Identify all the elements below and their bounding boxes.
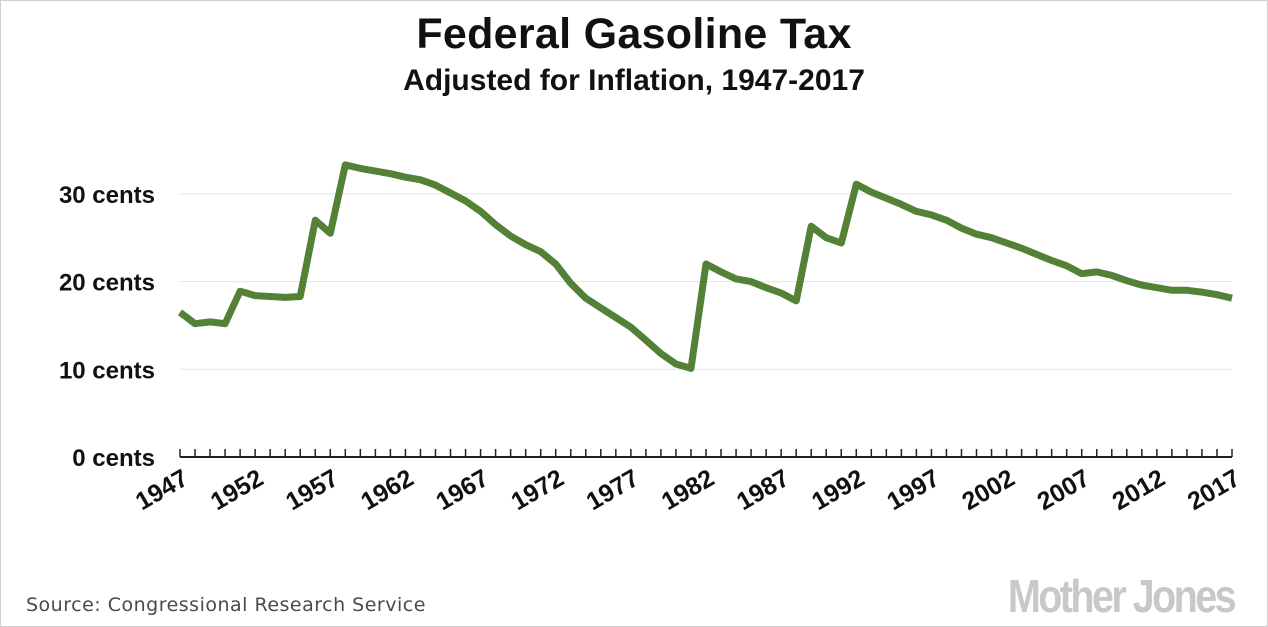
x-tick-label: 2012 (1108, 464, 1170, 516)
x-tick-label: 1972 (507, 464, 569, 516)
x-tick-label: 1952 (206, 464, 268, 516)
y-tick-label: 0 cents (72, 445, 155, 472)
x-tick-label: 2002 (957, 464, 1019, 516)
x-axis-labels: 1947 1952 1957 1962 1967 1972 1977 1982 1987 1992… (131, 464, 1245, 516)
x-tick-label: 1992 (807, 464, 869, 516)
chart-subtitle: Adjusted for Inflation, 1947-2017 (403, 64, 865, 97)
x-tick-label: 1977 (582, 464, 644, 516)
y-tick-label: 10 cents (59, 357, 155, 384)
publisher-logo: Mother Jones (1007, 570, 1237, 622)
series-line-0 (177, 161, 1233, 372)
y-axis-labels: 0 cents 10 cents 20 cents 30 cents (59, 182, 155, 472)
y-tick-label: 20 cents (59, 270, 155, 297)
x-tick-label: 2017 (1183, 464, 1245, 516)
chart-title: Federal Gasoline Tax (416, 10, 852, 58)
x-axis (179, 449, 1233, 458)
x-tick-label: 1962 (356, 464, 418, 516)
y-tick-label: 30 cents (59, 182, 155, 209)
x-tick-label: 2007 (1033, 464, 1095, 516)
x-tick-label: 1982 (657, 464, 719, 516)
x-tick-label: 1987 (732, 464, 794, 516)
x-tick-label: 1967 (431, 464, 493, 516)
series-group (177, 161, 1233, 372)
source-note: Source: Congressional Research Service (26, 594, 426, 616)
x-tick-label: 1997 (882, 464, 944, 516)
x-tick-label: 1957 (281, 464, 343, 516)
